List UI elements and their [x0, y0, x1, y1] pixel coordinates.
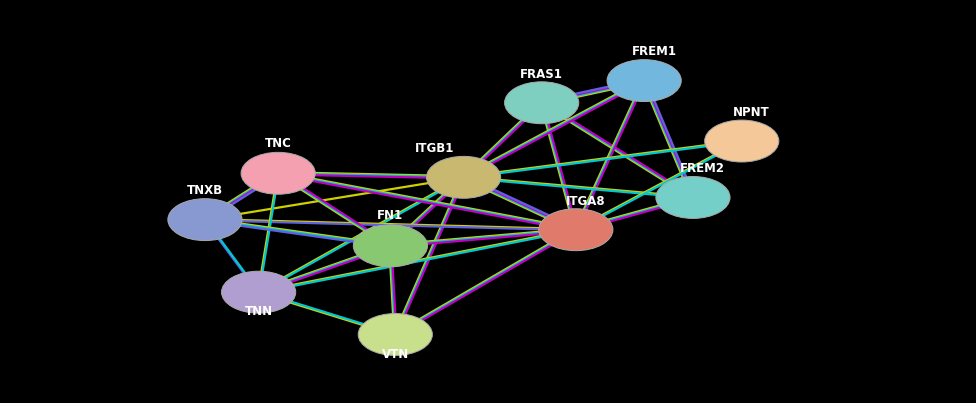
Text: FRAS1: FRAS1 [520, 68, 563, 81]
Text: FREM1: FREM1 [631, 46, 676, 58]
Ellipse shape [168, 199, 242, 241]
Ellipse shape [656, 177, 730, 218]
Ellipse shape [705, 120, 779, 162]
Text: TNN: TNN [245, 305, 272, 318]
Ellipse shape [427, 156, 501, 198]
Ellipse shape [539, 209, 613, 251]
Ellipse shape [353, 225, 427, 267]
Ellipse shape [607, 60, 681, 102]
Ellipse shape [222, 271, 296, 313]
Ellipse shape [505, 82, 579, 124]
Text: TNXB: TNXB [186, 185, 224, 197]
Text: FN1: FN1 [378, 210, 403, 222]
Text: ITGA8: ITGA8 [566, 195, 605, 208]
Ellipse shape [358, 314, 432, 355]
Ellipse shape [241, 152, 315, 194]
Text: FREM2: FREM2 [680, 162, 725, 175]
Text: TNC: TNC [264, 137, 292, 150]
Text: VTN: VTN [382, 348, 409, 361]
Text: NPNT: NPNT [733, 106, 770, 119]
Text: ITGB1: ITGB1 [415, 142, 454, 155]
